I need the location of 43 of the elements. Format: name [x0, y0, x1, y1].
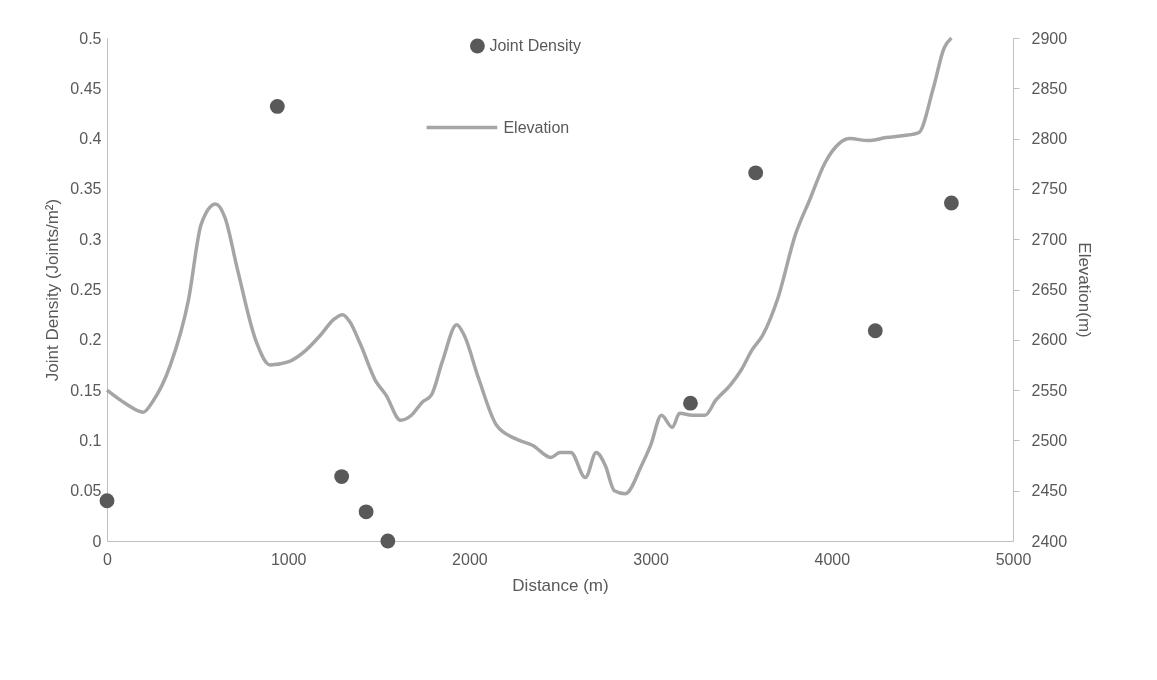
y2-tick-label: 2550	[1031, 381, 1068, 399]
point	[358, 504, 374, 520]
y2-tick-label: 2600	[1031, 331, 1068, 349]
y-tick-label: 0	[92, 532, 102, 550]
y2-tick-label: 2400	[1031, 532, 1068, 550]
y-axis-title: Joint Density (Joints/m²)	[43, 198, 63, 382]
y2-tick-label: 2850	[1031, 79, 1068, 97]
y2-tick-label: 2800	[1031, 130, 1068, 148]
y-tick-label: 0.1	[79, 431, 102, 449]
line-series	[105, 36, 954, 496]
point	[748, 165, 764, 181]
legend-label: Joint Density	[489, 37, 581, 54]
x-tick-label: 3000	[633, 550, 669, 568]
y-tick-label: 0.45	[70, 79, 102, 97]
x-tick-label: 4000	[814, 550, 851, 568]
x-tick-label: 1000	[270, 550, 307, 568]
y2-axis-title: Elevation(m)	[1075, 242, 1095, 338]
y2-tick-label: 2700	[1031, 230, 1068, 248]
point	[99, 493, 115, 509]
x-tick-label: 0	[103, 550, 113, 568]
x-axis-title: Distance (m)	[512, 575, 609, 595]
y2-tick-label: 2450	[1031, 482, 1068, 500]
y-tick-label: 0.15	[70, 381, 102, 399]
y-tick-label: 0.4	[79, 130, 102, 148]
point	[943, 195, 959, 211]
point	[269, 99, 285, 114]
y-tick-label: 0.3	[79, 230, 102, 248]
y2-tick-label: 2650	[1031, 281, 1068, 298]
point	[334, 469, 350, 485]
y-tick-label: 0.05	[70, 482, 102, 500]
y-tick-label: 0.25	[70, 281, 102, 298]
legend-label: Elevation	[503, 118, 570, 136]
point	[867, 323, 883, 339]
y-tick-label: 0.2	[79, 331, 102, 349]
point	[683, 395, 698, 411]
y2-tick-label: 2900	[1031, 29, 1068, 47]
x-tick-label: 2000	[452, 550, 488, 568]
point	[380, 533, 396, 549]
y-tick-label: 0.35	[70, 180, 102, 198]
y2-tick-label: 2500	[1031, 431, 1068, 449]
y2-tick-label: 2750	[1031, 180, 1068, 198]
y-tick-label: 0.5	[79, 29, 102, 47]
x-tick-label: 5000	[995, 550, 1032, 568]
